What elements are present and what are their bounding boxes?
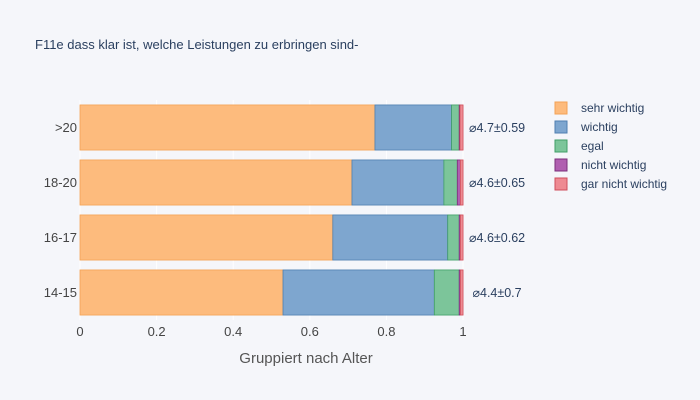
- x-tick-label: 0.4: [224, 324, 242, 339]
- mean-annotation: ⌀4.4±0.7: [472, 286, 521, 300]
- legend-label: wichtig: [580, 120, 618, 134]
- x-tick-label: 0.2: [148, 324, 166, 339]
- legend-item[interactable]: egal: [554, 139, 604, 153]
- y-tick-label: 18-20: [44, 175, 77, 190]
- bar-segment[interactable]: [79, 159, 353, 206]
- y-tick-label: >20: [55, 120, 77, 135]
- mean-annotation: ⌀4.6±0.65: [469, 176, 525, 190]
- annotation-layer: ⌀4.4±0.7 ⌀4.6±0.62 ⌀4.6±0.65 ⌀4.7±0.59: [469, 121, 525, 300]
- bars-layer: [79, 104, 464, 316]
- legend-item[interactable]: sehr wichtig: [554, 101, 644, 115]
- bar-segment[interactable]: [351, 159, 445, 206]
- x-tick-label: 0: [76, 324, 83, 339]
- bar-segment[interactable]: [459, 159, 464, 206]
- x-tick-label: 0.6: [301, 324, 319, 339]
- mean-annotation: ⌀4.6±0.62: [469, 231, 525, 245]
- chart-title: F11e dass klar ist, welche Leistungen zu…: [35, 37, 359, 52]
- mean-annotation: ⌀4.7±0.59: [469, 121, 525, 135]
- legend-item[interactable]: nicht wichtig: [554, 158, 646, 172]
- bar-segment[interactable]: [79, 214, 334, 261]
- bar-segment[interactable]: [374, 104, 452, 151]
- y-tick-label: 14-15: [44, 285, 77, 300]
- bar-segment[interactable]: [456, 159, 461, 206]
- legend-label: nicht wichtig: [581, 158, 646, 172]
- legend-label: egal: [581, 139, 604, 153]
- bar-segment[interactable]: [447, 214, 460, 261]
- x-tick-label: 0.8: [377, 324, 395, 339]
- bar-segment[interactable]: [282, 269, 435, 316]
- legend[interactable]: sehr wichtig wichtig egal nicht wichtig gar …: [554, 101, 667, 191]
- legend-item[interactable]: wichtig: [554, 120, 618, 134]
- axis-layer: 0 0.2 0.4 0.6 0.8 1 14-15 16-17 18-20 >20: [44, 120, 467, 339]
- legend-label: gar nicht wichtig: [581, 177, 667, 191]
- legend-swatch: [554, 101, 568, 115]
- legend-swatch: [554, 120, 568, 134]
- bar-segment[interactable]: [433, 269, 460, 316]
- bar-segment[interactable]: [459, 104, 464, 151]
- bar-segment[interactable]: [79, 269, 284, 316]
- bar-segment[interactable]: [459, 214, 464, 261]
- legend-label: sehr wichtig: [581, 101, 644, 115]
- bar-segment[interactable]: [451, 104, 460, 151]
- legend-item[interactable]: gar nicht wichtig: [554, 177, 667, 191]
- legend-swatch: [554, 139, 568, 153]
- bar-segment[interactable]: [79, 104, 376, 151]
- x-tick-label: 1: [459, 324, 466, 339]
- legend-swatch: [554, 158, 568, 172]
- y-tick-label: 16-17: [44, 230, 77, 245]
- x-axis-title: Gruppiert nach Alter: [239, 350, 372, 367]
- bar-segment[interactable]: [332, 214, 449, 261]
- bar-segment[interactable]: [459, 269, 464, 316]
- legend-swatch: [554, 177, 568, 191]
- bar-segment[interactable]: [443, 159, 458, 206]
